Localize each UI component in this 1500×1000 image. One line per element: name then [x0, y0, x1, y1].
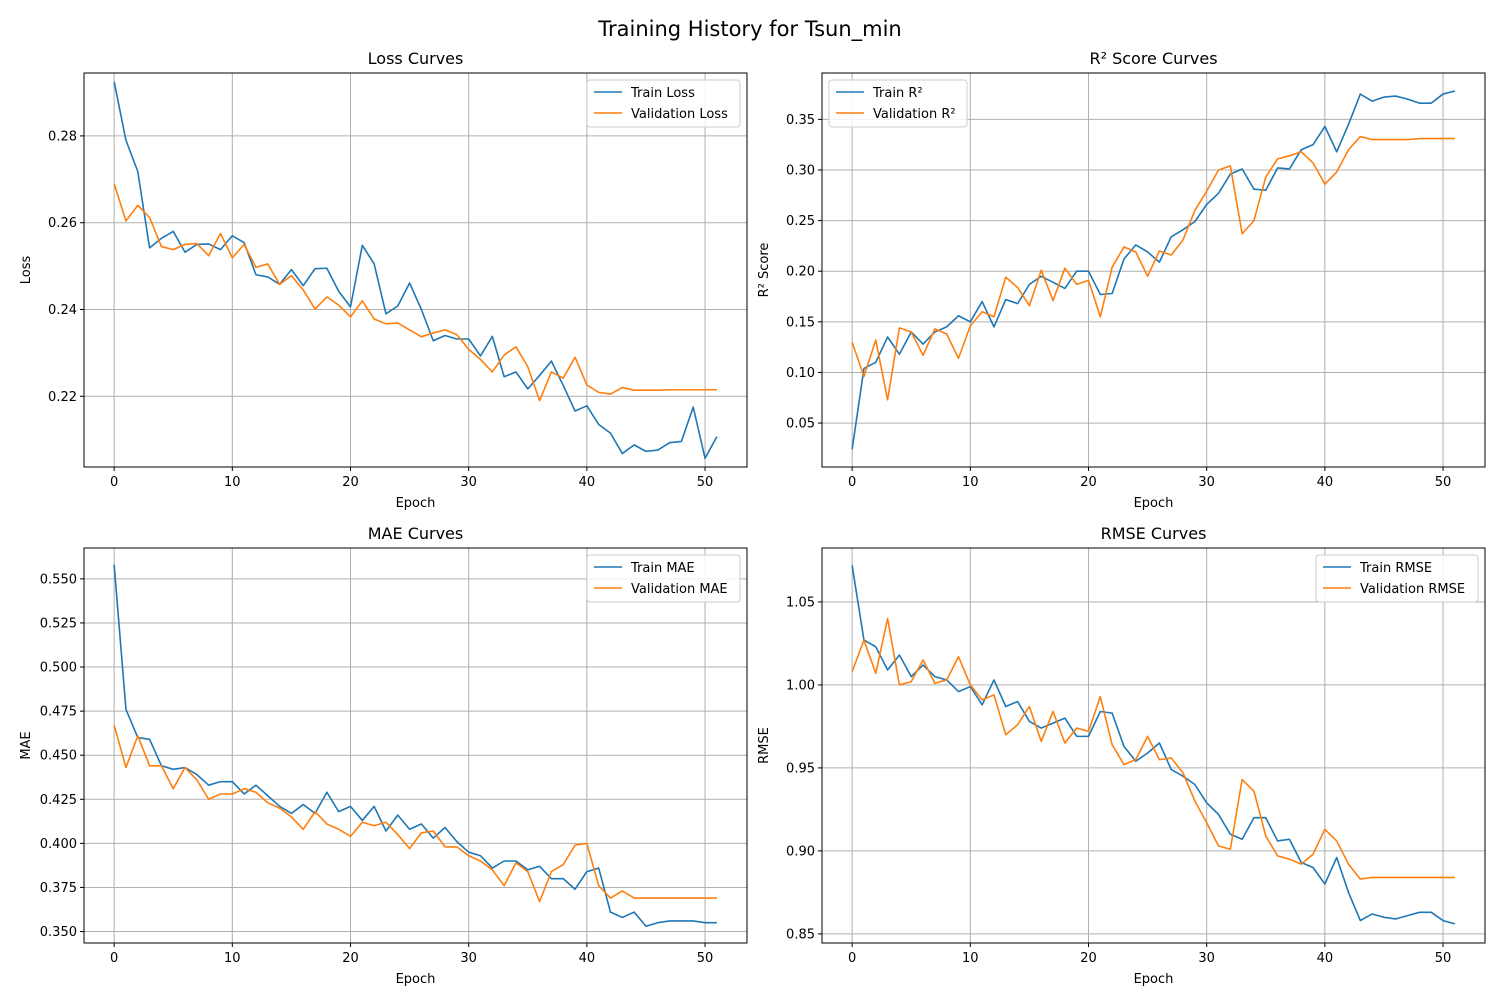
y-tick-label: 0.425 — [40, 793, 77, 808]
validation-series-line — [113, 183, 717, 402]
train-series-line — [113, 564, 717, 928]
x-tick-label: 20 — [1080, 475, 1097, 490]
y-axis-label: RMSE — [757, 727, 772, 764]
y-tick-label: 0.400 — [40, 837, 77, 852]
legend-box — [586, 554, 741, 603]
y-tick-label: 0.05 — [786, 417, 815, 432]
y-tick-label: 1.00 — [786, 678, 815, 693]
y-tick-label: 0.375 — [40, 881, 77, 896]
x-tick-label: 30 — [460, 475, 477, 490]
legend-label: Train R² — [872, 86, 923, 101]
x-axis-label: Epoch — [396, 972, 436, 987]
x-tick-label: 40 — [1317, 475, 1334, 490]
y-tick-label: 0.28 — [48, 129, 77, 144]
y-tick-label: 0.525 — [40, 616, 77, 631]
y-tick-label: 0.10 — [786, 366, 815, 381]
y-tick-label: 0.35 — [786, 113, 815, 128]
axes-frame — [83, 72, 748, 468]
y-tick-label: 0.550 — [40, 572, 77, 587]
y-tick-label: 0.350 — [40, 925, 77, 940]
legend: Train Loss Validation Loss — [586, 79, 741, 128]
axes-frame — [821, 72, 1486, 468]
y-tick-label: 0.90 — [786, 844, 815, 859]
x-tick-label: 50 — [1435, 951, 1452, 966]
x-tick-label: 20 — [342, 951, 359, 966]
panel-title: MAE Curves — [368, 524, 463, 543]
legend: Train MAE Validation MAE — [586, 554, 741, 603]
legend-label: Validation MAE — [631, 582, 728, 597]
x-axis-label: Epoch — [1134, 496, 1174, 511]
x-tick-label: 50 — [697, 951, 714, 966]
loss-curves-panel: 0 10 20 30 40 50 0.22 0.24 0.26 0.28 Loss Curves Ep… — [19, 49, 748, 511]
r2-score-curves-panel: 0 10 20 30 40 50 0.05 0.10 0.15 0.20 0.25 0.30 0.35 R… — [757, 49, 1486, 511]
x-tick-label: 40 — [1317, 951, 1334, 966]
x-tick-label: 30 — [1198, 475, 1215, 490]
legend: Train R² Validation R² — [828, 79, 968, 128]
y-tick-label: 1.05 — [786, 595, 815, 610]
panel-title: RMSE Curves — [1101, 524, 1207, 543]
y-tick-label: 0.85 — [786, 927, 815, 942]
validation-series-line — [851, 135, 1455, 401]
x-axis-label: Epoch — [1134, 972, 1174, 987]
y-tick-label: 0.26 — [48, 216, 77, 231]
x-axis-label: Epoch — [396, 496, 436, 511]
x-tick-label: 20 — [1080, 951, 1097, 966]
mae-curves-panel: 0 10 20 30 40 50 0.350 0.375 0.400 0.425 0.450 0.47… — [19, 524, 748, 987]
axes-frame — [83, 547, 748, 944]
y-tick-label: 0.20 — [786, 265, 815, 280]
y-tick-label: 0.22 — [48, 390, 77, 405]
x-tick-label: 10 — [962, 475, 979, 490]
y-axis-label: Loss — [19, 256, 34, 285]
y-axis-label: R² Score — [757, 243, 772, 298]
rmse-curves-panel: 0 10 20 30 40 50 0.85 0.90 0.95 1.00 1.05 RMSE Curv… — [757, 524, 1486, 987]
y-tick-label: 0.24 — [48, 303, 77, 318]
y-tick-label: 0.30 — [786, 163, 815, 178]
legend-box — [586, 79, 741, 128]
y-axis-label: MAE — [19, 731, 34, 759]
validation-series-line — [851, 617, 1455, 880]
train-series-line — [113, 81, 718, 460]
panel-title: Loss Curves — [368, 49, 464, 68]
x-tick-label: 0 — [110, 951, 118, 966]
x-tick-label: 0 — [848, 475, 856, 490]
train-series-line — [851, 90, 1456, 450]
legend-label: Train RMSE — [1359, 561, 1432, 576]
y-tick-label: 0.450 — [40, 749, 77, 764]
x-tick-label: 0 — [848, 951, 856, 966]
x-tick-label: 50 — [1435, 475, 1452, 490]
x-tick-label: 40 — [579, 951, 596, 966]
x-tick-label: 0 — [110, 475, 118, 490]
x-tick-label: 50 — [697, 475, 714, 490]
legend: Train RMSE Validation RMSE — [1315, 554, 1479, 603]
y-tick-label: 0.95 — [786, 761, 815, 776]
x-tick-label: 40 — [579, 475, 596, 490]
validation-series-line — [113, 725, 717, 903]
legend-label: Validation R² — [873, 107, 956, 122]
legend-label: Validation Loss — [631, 107, 728, 122]
axes-frame — [821, 547, 1486, 944]
x-tick-label: 10 — [224, 475, 241, 490]
figure-title: Training History for Tsun_min — [597, 17, 902, 42]
y-tick-label: 0.500 — [40, 661, 77, 676]
x-tick-label: 10 — [962, 951, 979, 966]
y-tick-label: 0.25 — [786, 214, 815, 229]
legend-label: Train MAE — [630, 561, 695, 576]
x-tick-label: 20 — [342, 475, 359, 490]
y-tick-label: 0.15 — [786, 315, 815, 330]
legend-box — [1315, 554, 1479, 603]
x-tick-label: 30 — [1198, 951, 1215, 966]
legend-label: Train Loss — [630, 86, 695, 101]
panel-title: R² Score Curves — [1089, 49, 1217, 68]
x-tick-label: 30 — [460, 951, 477, 966]
x-tick-label: 10 — [224, 951, 241, 966]
y-tick-label: 0.475 — [40, 705, 77, 720]
legend-label: Validation RMSE — [1360, 582, 1465, 597]
